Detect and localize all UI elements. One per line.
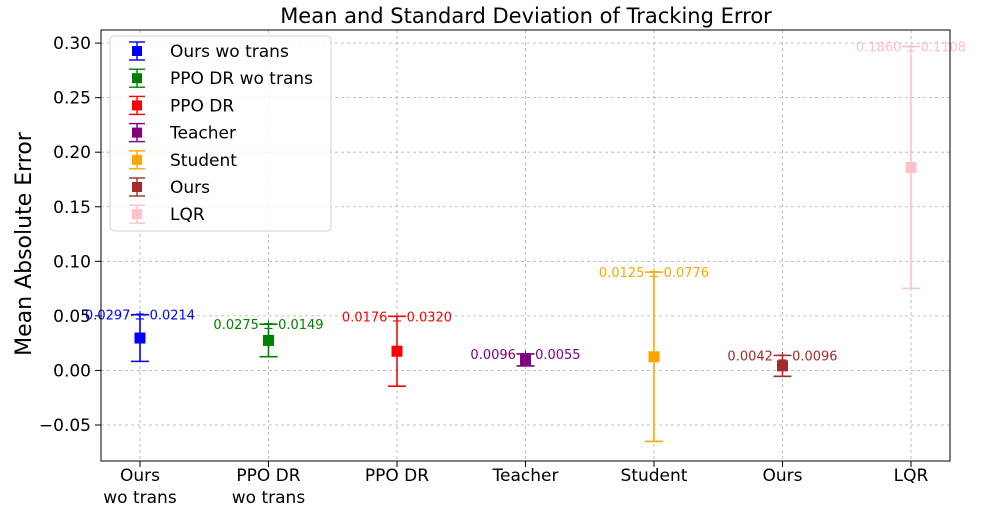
mean-marker (648, 351, 660, 363)
legend-entry: PPO DR wo trans (129, 68, 313, 89)
legend-box (109, 35, 332, 232)
annotation-label: 0.0096 ± 0.0055 (470, 348, 580, 363)
legend-marker (132, 73, 142, 84)
plot-frame (100, 29, 951, 462)
legend-entry: Teacher (129, 122, 236, 144)
legend-marker (132, 154, 142, 165)
y-tick-label: 0.10 (53, 252, 91, 272)
y-ticks: −0.05 0.00 0.05 0.10 0.15 0.20 0.25 0.30 (39, 34, 101, 436)
legend-label: PPO DR (170, 96, 234, 116)
legend-entry: Ours (129, 177, 210, 198)
mean-marker (905, 161, 917, 173)
legend-entry: Student (129, 150, 237, 171)
errorbar-teacher (516, 353, 535, 367)
y-tick-label: 0.15 (53, 198, 91, 218)
legend-marker (132, 127, 142, 138)
x-tick-label: PPO DR (365, 466, 429, 486)
legend-entry: PPO DR (129, 95, 234, 116)
mean-marker (520, 354, 531, 366)
legend-marker (132, 46, 142, 56)
legend-marker (132, 209, 142, 220)
x-tick-label: LQR (894, 466, 929, 486)
legend-entry: Ours wo trans (129, 41, 289, 62)
mean-marker (777, 360, 788, 372)
y-tick-label: 0.00 (53, 361, 91, 381)
legend-marker (132, 182, 142, 192)
legend-label: Ours (170, 178, 210, 198)
legend: Ours wo trans PPO DR wo trans PPO DR Teache… (109, 35, 332, 232)
x-tick-label: wo trans (103, 488, 177, 508)
y-tick-label: 0.30 (53, 34, 91, 54)
annotation-label: 0.1860 ± 0.1108 (856, 41, 966, 56)
y-tick-label: 0.20 (53, 143, 91, 163)
errorbar-ours (773, 354, 792, 378)
errorbar-student (645, 271, 663, 443)
y-tick-label: 0.05 (53, 307, 91, 327)
y-tick-label: −0.05 (39, 416, 91, 436)
chart-title: Mean and Standard Deviation of Tracking … (280, 4, 772, 28)
legend-label: PPO DR wo trans (170, 69, 313, 89)
errorbar-ppo-dr-wo-trans (259, 323, 278, 358)
data-marks (131, 45, 920, 443)
annotation-label: 0.0275 ± 0.0149 (213, 318, 323, 333)
legend-entry: LQR (129, 204, 205, 225)
legend-marker (132, 100, 142, 111)
annotation-label: 0.0125 ± 0.0776 (599, 266, 709, 281)
annotation-label: 0.0042 ± 0.0096 (727, 349, 837, 364)
x-tick-label: wo trans (232, 488, 306, 508)
annotation-label: 0.0176 ± 0.0320 (342, 310, 452, 325)
legend-label: Ours wo trans (170, 42, 289, 62)
x-tick-label: Ours (762, 466, 802, 486)
x-tick-label: Ours (120, 466, 160, 486)
x-tick-label: Teacher (492, 466, 559, 486)
errorbar-lqr (902, 45, 920, 290)
mean-marker (391, 345, 403, 357)
errorbar-ours-wo-trans (131, 313, 149, 363)
annotation-label: 0.0297 ± 0.0214 (85, 309, 195, 324)
legend-label: Student (170, 151, 237, 171)
annotations: 0.0297 ± 0.0214 0.0275 ± 0.0149 0.0176 ± 0… (85, 41, 966, 365)
errorbar-ppo-dr (388, 315, 406, 387)
legend-label: LQR (170, 205, 205, 225)
mean-marker (263, 334, 274, 346)
y-axis-label: Mean Absolute Error (12, 131, 37, 356)
x-tick-label: PPO DR (236, 466, 300, 486)
x-tick-label: Student (621, 466, 688, 486)
legend-label: Teacher (169, 124, 236, 144)
y-tick-label: 0.25 (53, 89, 91, 109)
mean-marker (134, 332, 146, 344)
